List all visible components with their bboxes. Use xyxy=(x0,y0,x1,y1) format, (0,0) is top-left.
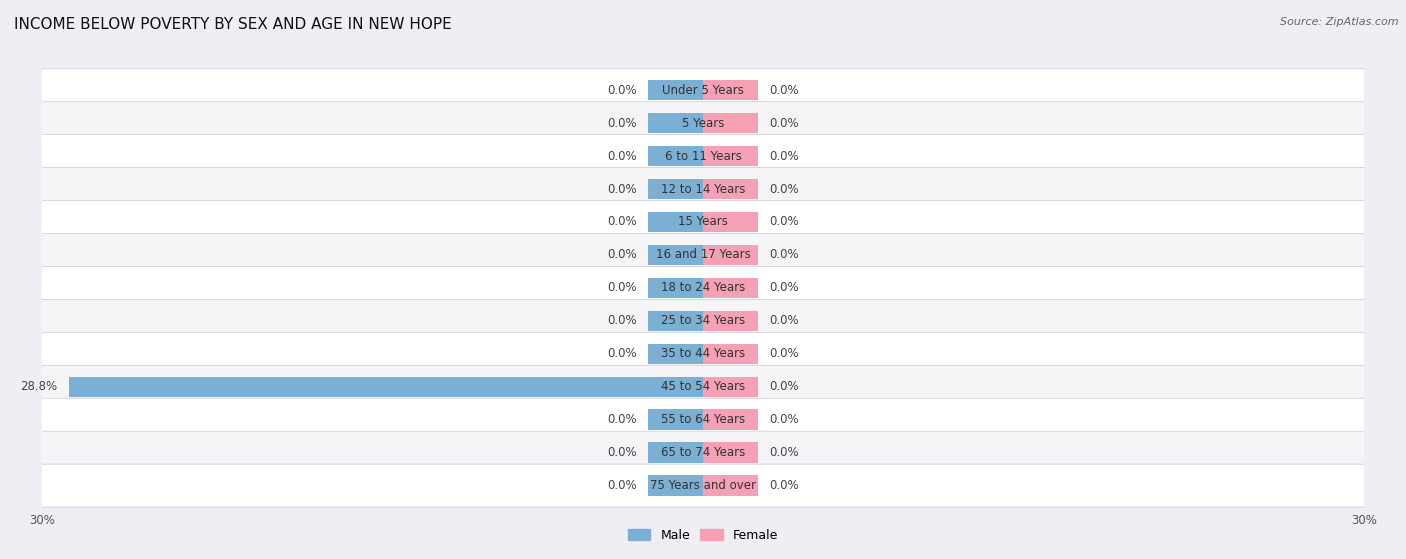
FancyBboxPatch shape xyxy=(28,366,1378,408)
Bar xyxy=(648,113,703,133)
FancyBboxPatch shape xyxy=(28,102,1378,145)
Text: 0.0%: 0.0% xyxy=(769,446,799,459)
Text: 35 to 44 Years: 35 to 44 Years xyxy=(661,347,745,361)
Bar xyxy=(703,146,758,166)
Bar xyxy=(648,344,703,364)
Text: 0.0%: 0.0% xyxy=(769,380,799,393)
Text: 0.0%: 0.0% xyxy=(607,314,637,328)
Bar xyxy=(703,113,758,133)
FancyBboxPatch shape xyxy=(28,431,1378,474)
Bar xyxy=(648,410,703,430)
FancyBboxPatch shape xyxy=(28,464,1378,507)
Text: 0.0%: 0.0% xyxy=(769,347,799,361)
Text: 16 and 17 Years: 16 and 17 Years xyxy=(655,248,751,262)
Text: 0.0%: 0.0% xyxy=(769,117,799,130)
FancyBboxPatch shape xyxy=(28,69,1378,112)
Text: 0.0%: 0.0% xyxy=(607,281,637,295)
Text: 0.0%: 0.0% xyxy=(607,215,637,229)
FancyBboxPatch shape xyxy=(28,398,1378,441)
Text: 0.0%: 0.0% xyxy=(607,479,637,492)
Text: 0.0%: 0.0% xyxy=(607,413,637,426)
Legend: Male, Female: Male, Female xyxy=(623,524,783,547)
Bar xyxy=(648,179,703,199)
Text: 0.0%: 0.0% xyxy=(769,413,799,426)
Text: 0.0%: 0.0% xyxy=(607,150,637,163)
Bar xyxy=(703,443,758,463)
Text: 0.0%: 0.0% xyxy=(769,215,799,229)
Text: 5 Years: 5 Years xyxy=(682,117,724,130)
Bar xyxy=(703,311,758,331)
Text: 0.0%: 0.0% xyxy=(769,281,799,295)
Text: 0.0%: 0.0% xyxy=(769,248,799,262)
Bar xyxy=(648,443,703,463)
Text: 28.8%: 28.8% xyxy=(21,380,58,393)
Bar xyxy=(703,410,758,430)
Text: 0.0%: 0.0% xyxy=(607,183,637,196)
Text: 25 to 34 Years: 25 to 34 Years xyxy=(661,314,745,328)
Text: 0.0%: 0.0% xyxy=(769,314,799,328)
Bar xyxy=(703,344,758,364)
Bar xyxy=(648,212,703,232)
Text: 0.0%: 0.0% xyxy=(607,84,637,97)
FancyBboxPatch shape xyxy=(28,333,1378,375)
Bar xyxy=(703,80,758,101)
Bar xyxy=(648,475,703,496)
Bar xyxy=(703,179,758,199)
Bar xyxy=(703,245,758,265)
Bar xyxy=(703,278,758,298)
Text: 0.0%: 0.0% xyxy=(607,117,637,130)
Text: 0.0%: 0.0% xyxy=(769,150,799,163)
FancyBboxPatch shape xyxy=(28,300,1378,342)
Bar xyxy=(703,212,758,232)
Text: Under 5 Years: Under 5 Years xyxy=(662,84,744,97)
Bar xyxy=(703,377,758,397)
Text: 0.0%: 0.0% xyxy=(769,183,799,196)
Text: 6 to 11 Years: 6 to 11 Years xyxy=(665,150,741,163)
Text: 0.0%: 0.0% xyxy=(769,84,799,97)
Text: 0.0%: 0.0% xyxy=(607,446,637,459)
Bar xyxy=(648,146,703,166)
Text: Source: ZipAtlas.com: Source: ZipAtlas.com xyxy=(1281,17,1399,27)
Text: 18 to 24 Years: 18 to 24 Years xyxy=(661,281,745,295)
FancyBboxPatch shape xyxy=(28,267,1378,309)
FancyBboxPatch shape xyxy=(28,168,1378,210)
Text: 75 Years and over: 75 Years and over xyxy=(650,479,756,492)
FancyBboxPatch shape xyxy=(28,135,1378,177)
FancyBboxPatch shape xyxy=(28,234,1378,276)
Bar xyxy=(648,311,703,331)
Bar xyxy=(648,80,703,101)
FancyBboxPatch shape xyxy=(28,201,1378,243)
Text: 0.0%: 0.0% xyxy=(607,347,637,361)
Bar xyxy=(703,475,758,496)
Text: 55 to 64 Years: 55 to 64 Years xyxy=(661,413,745,426)
Bar xyxy=(69,377,703,397)
Text: 15 Years: 15 Years xyxy=(678,215,728,229)
Text: 0.0%: 0.0% xyxy=(769,479,799,492)
Bar xyxy=(648,278,703,298)
Text: 0.0%: 0.0% xyxy=(607,248,637,262)
Bar xyxy=(648,245,703,265)
Text: INCOME BELOW POVERTY BY SEX AND AGE IN NEW HOPE: INCOME BELOW POVERTY BY SEX AND AGE IN N… xyxy=(14,17,451,32)
Text: 45 to 54 Years: 45 to 54 Years xyxy=(661,380,745,393)
Text: 65 to 74 Years: 65 to 74 Years xyxy=(661,446,745,459)
Text: 12 to 14 Years: 12 to 14 Years xyxy=(661,183,745,196)
